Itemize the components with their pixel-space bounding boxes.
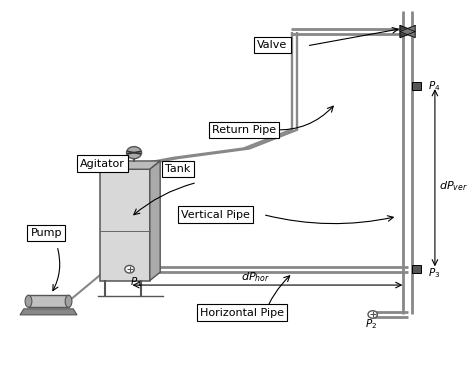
Text: Agitator: Agitator — [80, 158, 125, 169]
Polygon shape — [100, 161, 160, 169]
Ellipse shape — [65, 295, 72, 307]
Text: Horizontal Pipe: Horizontal Pipe — [200, 307, 284, 318]
Polygon shape — [400, 25, 415, 38]
Bar — [412, 82, 421, 90]
Text: $P_1$: $P_1$ — [129, 276, 142, 289]
Text: Valve: Valve — [257, 40, 287, 50]
Bar — [100, 169, 150, 280]
Circle shape — [125, 266, 134, 273]
Bar — [412, 265, 421, 273]
Polygon shape — [400, 25, 415, 38]
Text: Tank: Tank — [165, 164, 191, 174]
Bar — [28, 295, 69, 307]
Ellipse shape — [25, 295, 32, 307]
Polygon shape — [150, 161, 160, 280]
Text: $P_4$: $P_4$ — [428, 79, 440, 93]
Text: Pump: Pump — [30, 228, 62, 238]
Text: Return Pipe: Return Pipe — [212, 125, 276, 135]
Text: $P_3$: $P_3$ — [428, 266, 440, 280]
Text: $dP_{ver}$: $dP_{ver}$ — [439, 179, 468, 193]
Circle shape — [127, 147, 142, 159]
Circle shape — [368, 311, 377, 318]
Polygon shape — [20, 309, 77, 315]
Text: $dP_{hor}$: $dP_{hor}$ — [241, 271, 270, 284]
Text: Vertical Pipe: Vertical Pipe — [182, 209, 250, 220]
Text: $P_2$: $P_2$ — [365, 317, 377, 331]
